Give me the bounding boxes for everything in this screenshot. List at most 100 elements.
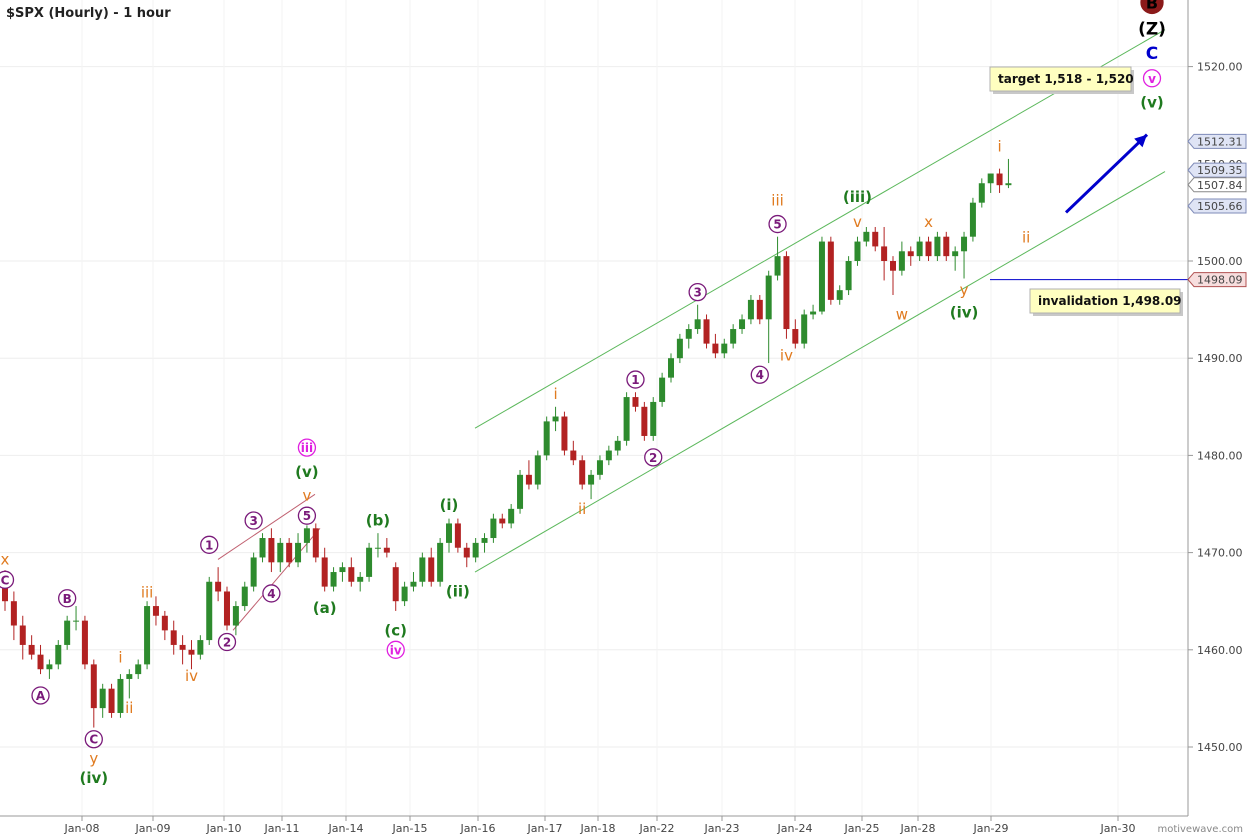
candle[interactable] (739, 314, 746, 334)
candle[interactable] (19, 615, 26, 660)
candle[interactable] (490, 513, 497, 543)
candle[interactable] (907, 246, 914, 266)
candle[interactable] (978, 178, 985, 208)
candle[interactable] (126, 669, 133, 699)
candle[interactable] (570, 440, 577, 466)
candle[interactable] (783, 251, 790, 339)
plot-area[interactable] (0, 0, 1188, 816)
candle[interactable] (383, 538, 390, 558)
candle[interactable] (197, 635, 204, 660)
candle[interactable] (454, 518, 461, 553)
candle[interactable] (934, 231, 941, 261)
candle[interactable] (1005, 158, 1012, 189)
candle[interactable] (161, 610, 168, 641)
candle[interactable] (410, 572, 417, 592)
candle[interactable] (721, 338, 728, 359)
candle[interactable] (419, 552, 426, 587)
candle[interactable] (392, 562, 399, 611)
candle[interactable] (774, 236, 781, 281)
candle[interactable] (694, 304, 701, 334)
candle[interactable] (348, 557, 355, 587)
candle[interactable] (81, 615, 88, 670)
candle[interactable] (854, 236, 861, 266)
candle[interactable] (588, 469, 595, 500)
candle[interactable] (916, 236, 923, 261)
candle[interactable] (845, 256, 852, 296)
candle[interactable] (152, 596, 159, 626)
candle[interactable] (339, 562, 346, 582)
candle[interactable] (179, 635, 186, 665)
candle[interactable] (321, 547, 328, 592)
candle[interactable] (881, 226, 888, 281)
candle[interactable] (552, 406, 559, 432)
candle[interactable] (259, 533, 266, 563)
candle[interactable] (463, 542, 470, 568)
candle[interactable] (898, 241, 905, 276)
candle[interactable] (952, 246, 959, 271)
candle[interactable] (525, 460, 532, 490)
candle[interactable] (579, 455, 586, 490)
candle[interactable] (969, 197, 976, 242)
candle[interactable] (987, 173, 994, 193)
candle[interactable] (650, 397, 657, 441)
candle[interactable] (801, 309, 808, 349)
candle[interactable] (357, 572, 364, 592)
candle[interactable] (712, 333, 719, 359)
candle[interactable] (286, 538, 293, 568)
candle[interactable] (605, 445, 612, 466)
candle[interactable] (730, 324, 737, 349)
candle[interactable] (73, 606, 80, 631)
candle[interactable] (792, 319, 799, 349)
candle[interactable] (135, 659, 142, 679)
price-axis[interactable] (1188, 0, 1247, 816)
candle[interactable] (188, 640, 195, 670)
candle[interactable] (99, 683, 106, 718)
candle[interactable] (303, 525, 310, 553)
candle[interactable] (10, 591, 17, 641)
candle[interactable] (961, 231, 968, 279)
candle[interactable] (517, 469, 524, 514)
candle[interactable] (170, 620, 177, 655)
candle[interactable] (508, 504, 515, 529)
candle[interactable] (224, 586, 230, 631)
candle[interactable] (481, 533, 488, 553)
candle[interactable] (827, 236, 834, 305)
candle[interactable] (206, 576, 213, 645)
candle[interactable] (64, 615, 71, 650)
candle[interactable] (703, 314, 710, 349)
candle[interactable] (277, 538, 284, 573)
candle[interactable] (863, 226, 870, 247)
candle[interactable] (37, 644, 44, 675)
candle[interactable] (596, 455, 603, 480)
candle[interactable] (543, 416, 550, 461)
candle[interactable] (446, 518, 452, 553)
candle[interactable] (268, 528, 275, 573)
candle[interactable] (295, 533, 302, 568)
candle[interactable] (366, 542, 373, 582)
candle[interactable] (810, 304, 817, 320)
candle[interactable] (614, 435, 621, 456)
candle[interactable] (312, 523, 319, 563)
candle[interactable] (668, 353, 674, 383)
candle[interactable] (401, 581, 408, 607)
candle[interactable] (996, 168, 1003, 193)
candle[interactable] (28, 635, 35, 660)
candle[interactable] (925, 236, 932, 261)
candle[interactable] (428, 547, 435, 587)
candle[interactable] (117, 674, 124, 718)
candle[interactable] (818, 236, 825, 315)
candle[interactable] (472, 538, 479, 563)
candle[interactable] (756, 295, 763, 325)
candle[interactable] (437, 538, 444, 587)
candle[interactable] (641, 401, 648, 441)
candle[interactable] (747, 295, 754, 325)
candle[interactable] (534, 450, 541, 490)
candle[interactable] (561, 411, 568, 456)
candle[interactable] (872, 226, 879, 252)
candle[interactable] (943, 231, 950, 261)
candle[interactable] (836, 285, 843, 305)
candle[interactable] (685, 324, 692, 349)
candle[interactable] (250, 552, 257, 592)
candle[interactable] (232, 601, 239, 636)
candle[interactable] (659, 372, 666, 407)
